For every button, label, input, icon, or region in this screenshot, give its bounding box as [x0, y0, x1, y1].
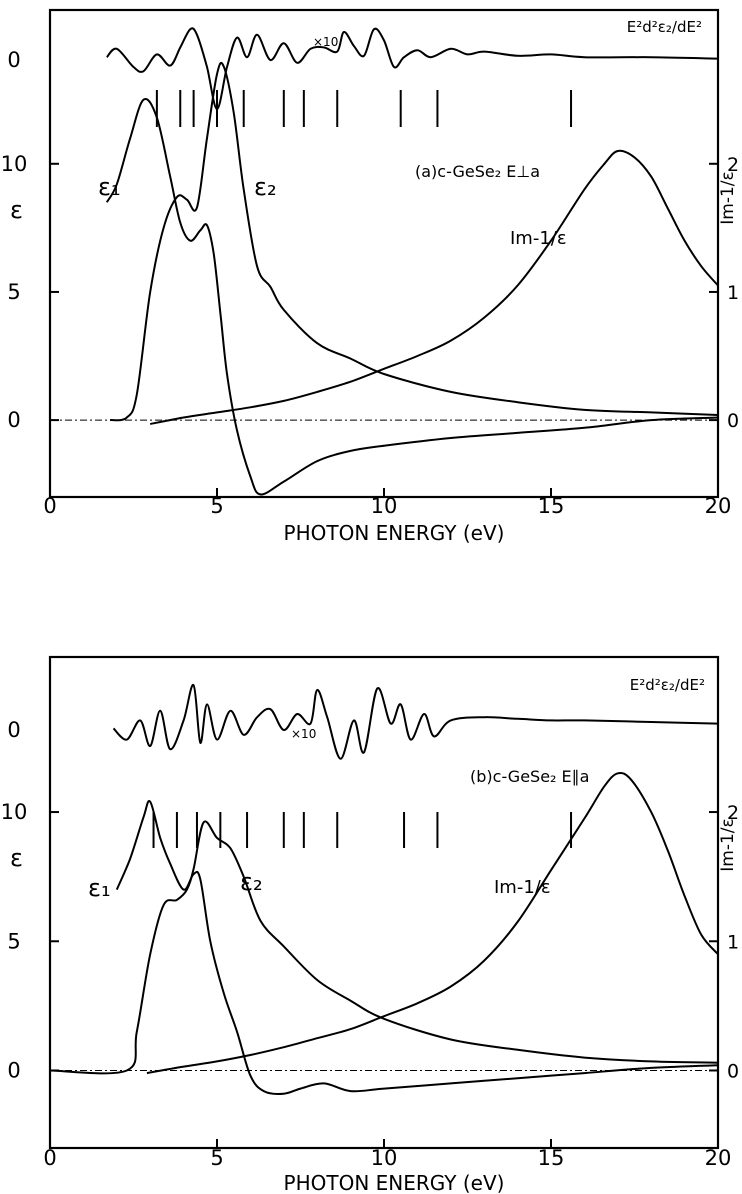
y-tick-label-right: 0: [727, 410, 739, 432]
series-label: Im-1/ε: [494, 877, 551, 898]
x-axis-label-a: PHOTON ENERGY (eV): [284, 521, 505, 545]
x-axis-label-b: PHOTON ENERGY (eV): [284, 1171, 505, 1194]
y-tick-label-left: 10: [1, 152, 28, 176]
x-tick-label: 15: [538, 1146, 565, 1170]
derivative-spectrum-line: [106, 27, 718, 111]
y-tick-label-left: 0: [7, 408, 20, 432]
x-tick-label: 15: [538, 494, 565, 518]
series-label: ε₁: [98, 173, 121, 201]
series-label: ε₁: [88, 874, 111, 902]
y-axis-label-left-a: ε: [10, 196, 23, 224]
derivative-zero-label-a: 0: [7, 48, 20, 72]
series-line-eps1: [115, 800, 719, 1095]
y-tick-label-right: 1: [727, 931, 739, 953]
panel-label-b: (b)c-GeSe₂ E∥a: [470, 767, 589, 786]
y-tick-label-left: 5: [7, 280, 20, 304]
y-tick-label-left: 10: [1, 800, 28, 824]
y-axis-label-left-b: ε: [10, 844, 23, 872]
derivative-zero-label-b: 0: [7, 718, 20, 742]
series-label: ε₂: [240, 868, 263, 896]
x-tick-label: 5: [210, 494, 223, 518]
derivative-label-a: E²d²ε₂/dE²: [627, 18, 702, 36]
derivative-spectrum-line: [112, 684, 718, 760]
x-tick-label: 10: [371, 1146, 398, 1170]
y-tick-label-left: 0: [7, 1058, 20, 1082]
derivative-label-b: E²d²ε₂/dE²: [630, 676, 705, 694]
y-tick-label-right: 2: [727, 802, 739, 824]
series-line-loss: [150, 149, 719, 425]
series-line-eps2: [49, 820, 719, 1075]
panel-label-a: (a)c-GeSe₂ E⊥a: [415, 162, 540, 181]
x-tick-label: 20: [705, 494, 732, 518]
series-line-loss: [146, 771, 719, 1075]
y-tick-label-right: 2: [727, 154, 739, 176]
x-tick-label: 10: [371, 494, 398, 518]
x-tick-label: 0: [43, 1146, 56, 1170]
x-tick-label: 0: [43, 494, 56, 518]
series-label: ε₂: [254, 173, 277, 201]
x-tick-label: 5: [210, 1146, 223, 1170]
panel-a: 0 5 10 15 20 0 5 10 0 1 2 ε₁ ε₂ Im-1/ε PHOTON ENERGY …: [1, 8, 739, 545]
panel-b: 0 5 10 15 20 0 5 10 0 1 2 ε₁ ε₂ Im-1/ε PHOTON ENERGY …: [1, 655, 739, 1194]
y-tick-label-right: 0: [727, 1060, 739, 1082]
plot-frame-b: [48, 655, 720, 1150]
scale-note-b: ×10: [291, 727, 316, 741]
scale-note-a: ×10: [313, 35, 338, 49]
y-tick-label-right: 1: [727, 282, 739, 304]
series-line-eps2: [109, 61, 719, 422]
y-axis-label-right-b: Im-1/ε: [718, 818, 738, 871]
y-axis-label-right-a: Im-1/ε: [718, 171, 738, 224]
y-tick-label-left: 5: [7, 929, 20, 953]
series-line-eps1: [105, 97, 719, 496]
series-label: Im-1/ε: [510, 228, 567, 249]
x-tick-label: 20: [705, 1146, 732, 1170]
